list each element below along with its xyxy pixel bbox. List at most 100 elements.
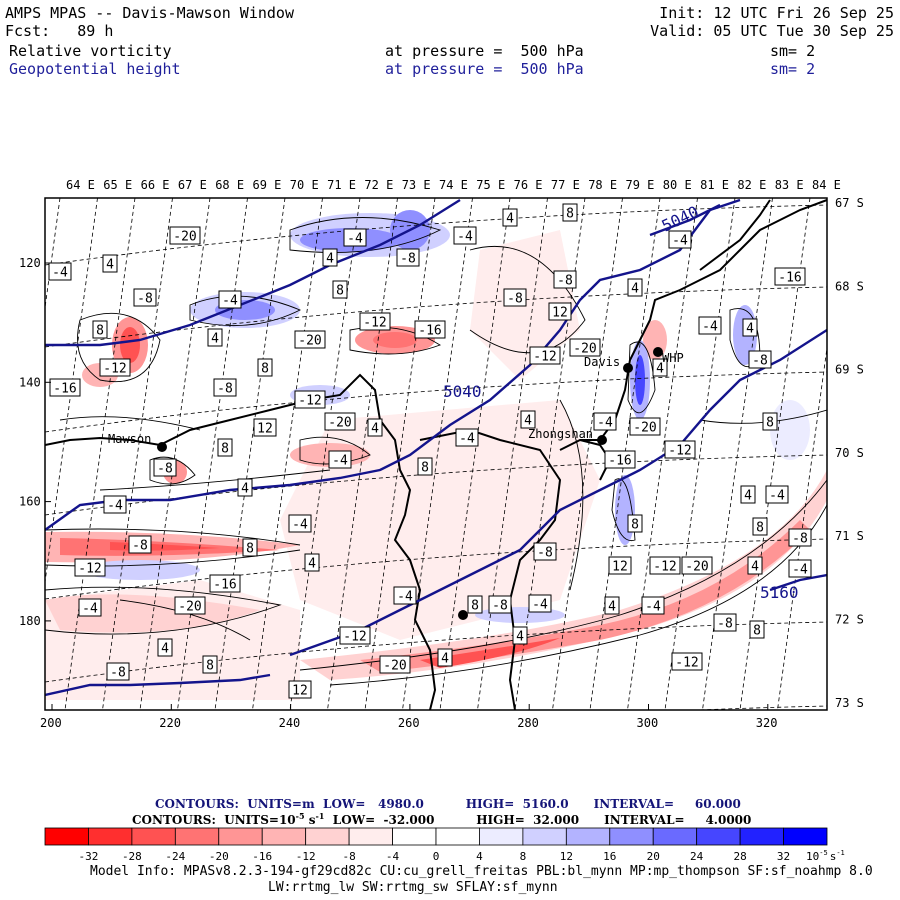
colorbar-unit-suffix-exp: -1 (836, 849, 844, 857)
vort-label-box (668, 230, 692, 249)
meridian-line (777, 344, 827, 710)
vort-label: 4 (627, 278, 643, 297)
vort-label: -16 (604, 450, 636, 469)
vort-label-box (359, 312, 391, 331)
field1-name: Relative vorticity (9, 42, 172, 60)
vort-label: 4 (740, 485, 756, 504)
vort-label-box (747, 556, 763, 575)
vort-label-box (396, 248, 420, 267)
vort-label-box (174, 596, 206, 615)
plot-title: AMPS MPAS -- Davis-Mawson Window (5, 4, 294, 22)
vort-units-exp: -5 (295, 811, 305, 821)
vort-label: -4 (103, 495, 127, 514)
vort-label: -8 (133, 288, 157, 307)
vort-label: -8 (128, 535, 152, 554)
vort-label: -16 (209, 574, 241, 593)
valid-time: Valid: 05 UTC Tue 30 Sep 25 (650, 22, 894, 40)
vort-label-text: -4 (222, 294, 238, 309)
meridian-line (139, 198, 211, 710)
vort-label-text: -16 (53, 382, 76, 397)
vort-label-box (437, 648, 453, 667)
vort-label-text: 4 (371, 422, 379, 437)
vort-label-box (627, 514, 643, 533)
vort-label: -12 (671, 652, 703, 671)
init-time: Init: 12 UTC Fri 26 Sep 25 (659, 4, 894, 22)
vort-label-text: -16 (778, 271, 801, 286)
vort-label: 4 (304, 553, 320, 572)
lat-label: 70 S (835, 446, 864, 460)
lon-label: 80 E (663, 178, 692, 192)
vort-label: 8 (202, 655, 218, 674)
vort-label: -4 (453, 226, 477, 245)
vort-label-text: 4 (524, 414, 532, 429)
vort-label: 8 (562, 203, 578, 222)
vort-label-box (529, 346, 561, 365)
vort-label-box (698, 316, 722, 335)
vort-label-text: -8 (132, 539, 148, 554)
vort-label-box (128, 535, 152, 554)
vort-label-text: 12 (292, 684, 308, 699)
vort-label: 8 (257, 358, 273, 377)
meridian-line (252, 198, 323, 710)
vort-label-box (788, 528, 812, 547)
vort-label-box (414, 320, 446, 339)
vort-label-box (553, 270, 577, 289)
station-label-whp: WHP (662, 351, 684, 365)
vort-label-box (752, 517, 768, 536)
colorbar-tick-label: -4 (386, 850, 400, 863)
vort-units-suffix: s (308, 813, 316, 827)
meridian-line (45, 198, 61, 311)
lat-label: 72 S (835, 613, 864, 627)
vort-label-text: -8 (537, 546, 553, 561)
height-units: UNITS=m (247, 797, 315, 811)
lon-label: 67 E (178, 178, 207, 192)
height-contours-label: CONTOURS: (155, 797, 239, 811)
vort-label-text: 8 (206, 659, 214, 674)
vort-label-text: -12 (103, 362, 126, 377)
x-tick-label: 200 (40, 716, 62, 730)
colorbar-tick-label: -20 (209, 850, 229, 863)
station-marker-unnamed (458, 610, 468, 620)
vort-label-box (467, 595, 483, 614)
colorbar-tick-label: 16 (603, 850, 616, 863)
colorbar-unit: 10 (806, 850, 819, 863)
fcst-label: Fcst: (5, 22, 51, 40)
vort-label: -4 (218, 290, 242, 309)
vort-label-box (304, 553, 320, 572)
lon-label: 73 E (402, 178, 431, 192)
lon-label: 84 E (812, 178, 841, 192)
vort-label-text: -4 (107, 499, 123, 514)
vort-label-box (92, 320, 108, 339)
vort-label-text: 8 (766, 416, 774, 431)
vort-label: -12 (294, 390, 326, 409)
vort-label: 8 (627, 514, 643, 533)
vort-label-box (713, 613, 737, 632)
vort-label: -12 (529, 346, 561, 365)
colorbar-tick-label: -16 (252, 850, 272, 863)
lon-label: 66 E (141, 178, 170, 192)
vort-label: -20 (569, 338, 601, 357)
vort-label-text: 4 (308, 557, 316, 572)
vort-label-text: -8 (507, 292, 523, 307)
vort-label-box (328, 450, 352, 469)
vort-label-text: 4 (751, 560, 759, 575)
x-tick-label: 280 (517, 716, 539, 730)
colorbar: -32 -28 -24 -20 -16 -12 -8 -4 0 4 8 12 16 20 24 28 32 10-… (44, 827, 845, 863)
vort-label-text: 4 (211, 332, 219, 347)
vort-label-text: 12 (552, 306, 568, 321)
meridian-line (289, 198, 361, 710)
vort-label-text: 8 (631, 518, 639, 533)
vort-label-text: -4 (672, 234, 688, 249)
vort-label-box (533, 542, 557, 561)
vort-label-box (503, 288, 527, 307)
vort-label-box (343, 228, 367, 247)
vort-label-box (649, 556, 681, 575)
vort-label-text: -12 (78, 562, 101, 577)
x-tick-label: 320 (756, 716, 778, 730)
colorbar-swatch (218, 827, 263, 846)
vort-label-text: -8 (557, 274, 573, 289)
colorbar-tick-label: 4 (476, 850, 483, 863)
vort-label: -4 (393, 586, 417, 605)
vort-label: 8 (92, 320, 108, 339)
vort-label-box (608, 556, 632, 575)
